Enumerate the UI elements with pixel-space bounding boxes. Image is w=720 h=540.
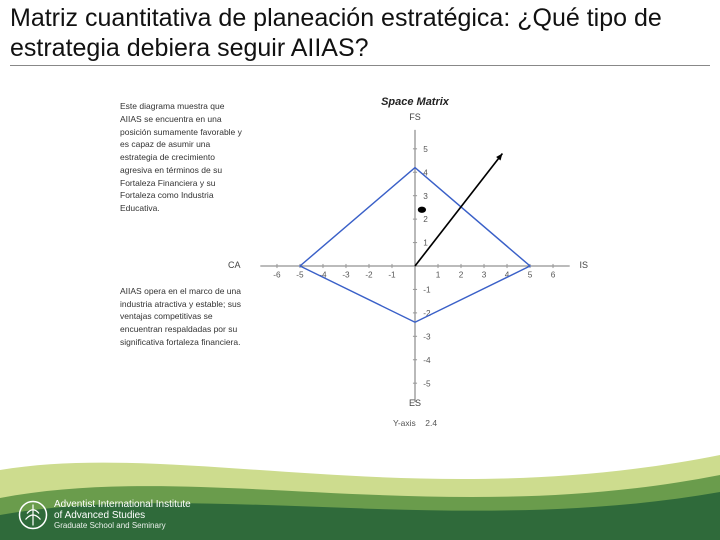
svg-text:-3: -3 (423, 332, 431, 341)
svg-text:-5: -5 (296, 270, 304, 279)
chart-footer: Y-axis 2.4 (393, 418, 437, 428)
aiias-logo-icon (18, 500, 48, 530)
svg-text:3: 3 (423, 192, 428, 201)
logo-text: Adventist International Institute of Adv… (54, 499, 191, 530)
logo-line2: of Advanced Studies (54, 510, 191, 521)
logo-block: Adventist International Institute of Adv… (18, 499, 191, 530)
content-area: Este diagrama muestra que AIIAS se encue… (120, 100, 580, 430)
side-para-1: Este diagrama muestra que AIIAS se encue… (120, 100, 244, 215)
svg-text:1: 1 (423, 239, 428, 248)
svg-text:5: 5 (423, 145, 428, 154)
svg-text:3: 3 (482, 270, 487, 279)
svg-text:-3: -3 (342, 270, 350, 279)
chart-footer-label: Y-axis (393, 418, 416, 428)
axis-label-ca: CA (228, 260, 241, 270)
svg-text:1: 1 (436, 270, 441, 279)
svg-text:5: 5 (528, 270, 533, 279)
chart-footer-value: 2.4 (425, 418, 437, 428)
svg-text:2: 2 (423, 215, 428, 224)
svg-text:2: 2 (459, 270, 464, 279)
logo-subline: Graduate School and Seminary (54, 521, 191, 530)
svg-text:-5: -5 (423, 379, 431, 388)
svg-text:-6: -6 (273, 270, 281, 279)
page-title: Matriz cuantitativa de planeación estrat… (10, 4, 710, 66)
axis-label-is: IS (579, 260, 588, 270)
chart-title: Space Matrix (381, 96, 449, 108)
side-para-2: AIIAS opera en el marco de una industria… (120, 285, 244, 349)
chart-svg: -6-5-4-3-2-112345654321-1-2-3-4-5 (250, 118, 580, 414)
svg-text:6: 6 (551, 270, 556, 279)
space-matrix-chart: Space Matrix FS ES CA IS -6-5-4-3-2-1123… (250, 100, 580, 430)
logo-line1: Adventist International Institute (54, 499, 191, 510)
svg-text:-4: -4 (423, 356, 431, 365)
svg-text:-1: -1 (423, 286, 431, 295)
svg-text:-1: -1 (388, 270, 396, 279)
svg-text:-2: -2 (365, 270, 373, 279)
